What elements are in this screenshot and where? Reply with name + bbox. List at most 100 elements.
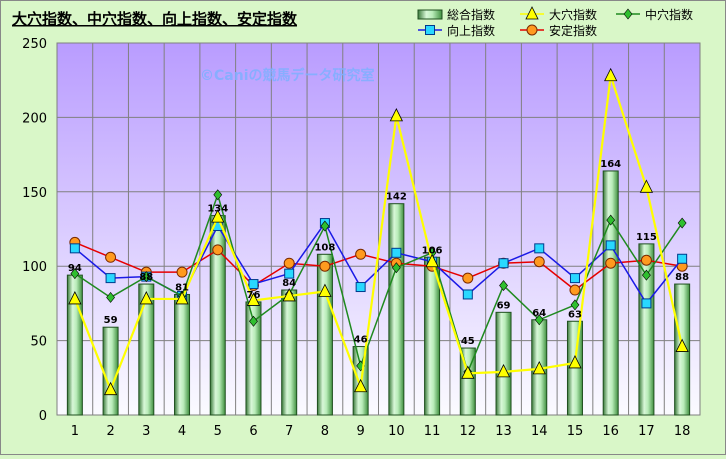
line-point [532, 360, 546, 375]
data-label: 63 [568, 309, 582, 320]
data-labels: 94 59 88 81 134 76 84 108 46 142 106 45 69 64 63 164 115… [68, 159, 689, 347]
x-tick-label: 18 [674, 424, 691, 439]
line-point [570, 299, 580, 311]
line-point [534, 314, 544, 326]
data-label: 108 [314, 242, 335, 253]
y-tick-label: 250 [22, 37, 47, 52]
line-point [284, 268, 295, 279]
line-point [569, 273, 580, 284]
bar [495, 311, 512, 416]
data-label: 142 [386, 192, 407, 203]
data-label: 76 [247, 290, 261, 301]
line-point [175, 291, 189, 305]
data-label: 59 [104, 315, 118, 326]
x-tick-label: 5 [214, 424, 222, 439]
watermark: ©Caniの競馬データ研究室 [200, 67, 375, 84]
line-point [605, 257, 617, 269]
line-point [389, 108, 404, 122]
line-point [283, 257, 295, 269]
bar [638, 243, 655, 416]
line-point [605, 240, 616, 251]
bar [281, 289, 298, 416]
line-point [353, 378, 368, 393]
y-tick-label: 50 [30, 335, 47, 350]
x-tick-label: 1 [71, 424, 79, 439]
line-point [568, 355, 582, 369]
x-tick-label: 13 [495, 424, 512, 439]
x-tick-label: 9 [356, 424, 364, 439]
data-label: 46 [354, 335, 368, 346]
data-label: 81 [175, 282, 189, 293]
x-tick-label: 7 [285, 424, 293, 439]
line-point [68, 291, 82, 305]
line-point [103, 381, 118, 396]
y-tick-label: 0 [39, 409, 47, 424]
x-tick-label: 6 [249, 424, 257, 439]
x-tick-label: 8 [321, 424, 329, 439]
line-point [213, 189, 223, 201]
bar [316, 253, 333, 416]
line-point [498, 258, 509, 269]
line-point [677, 217, 687, 229]
line-point [248, 279, 259, 290]
legend-label: 向上指数 [447, 23, 495, 38]
x-tick-label: 10 [388, 424, 405, 439]
line-point [282, 288, 296, 302]
x-tick-label: 2 [106, 424, 114, 439]
bar [602, 170, 619, 416]
line-point [533, 256, 545, 268]
line-point [106, 291, 115, 303]
line-point [462, 272, 474, 284]
line-point [677, 253, 688, 264]
x-tick-label: 15 [567, 424, 584, 439]
data-label: 88 [139, 272, 153, 283]
line-point [425, 253, 439, 268]
line-point [141, 271, 151, 283]
line-point [640, 254, 652, 266]
line-point [639, 179, 654, 193]
line-point [425, 25, 435, 35]
grid-lines [57, 42, 700, 415]
line-point [318, 283, 332, 297]
chart-title: 大穴指数、中穴指数、向上指数、安定指数 [12, 10, 298, 28]
data-label: 106 [422, 245, 443, 256]
line-point [642, 269, 651, 281]
data-label: 88 [675, 272, 689, 283]
line-point [69, 243, 80, 254]
line-series [68, 67, 689, 396]
line-point [534, 243, 545, 254]
legend-label: 安定指数 [549, 23, 597, 38]
legend-label: 中穴指数 [645, 7, 693, 22]
line-point [462, 289, 473, 300]
series-line [73, 75, 684, 393]
line-point [139, 291, 153, 305]
data-label: 94 [68, 263, 82, 274]
line-point [391, 262, 401, 274]
line-point [176, 266, 188, 278]
y-tick-label: 150 [22, 186, 47, 201]
line-point [569, 284, 581, 296]
line-point [105, 251, 117, 263]
line-point [526, 24, 538, 36]
data-label: 84 [282, 278, 296, 289]
x-tick-label: 4 [178, 424, 186, 439]
line-point [461, 365, 475, 379]
data-label: 164 [600, 159, 621, 170]
data-label: 115 [636, 232, 657, 243]
line-point [211, 209, 225, 223]
line-point [606, 214, 616, 226]
bar [174, 293, 191, 416]
line-point [212, 244, 224, 256]
bar [388, 203, 405, 416]
data-label: 64 [532, 308, 546, 319]
line-point [525, 6, 539, 20]
line-point [499, 280, 508, 292]
line-point [604, 67, 618, 82]
bar-series [66, 170, 691, 416]
legend-swatch [417, 9, 443, 20]
bar [102, 326, 119, 416]
